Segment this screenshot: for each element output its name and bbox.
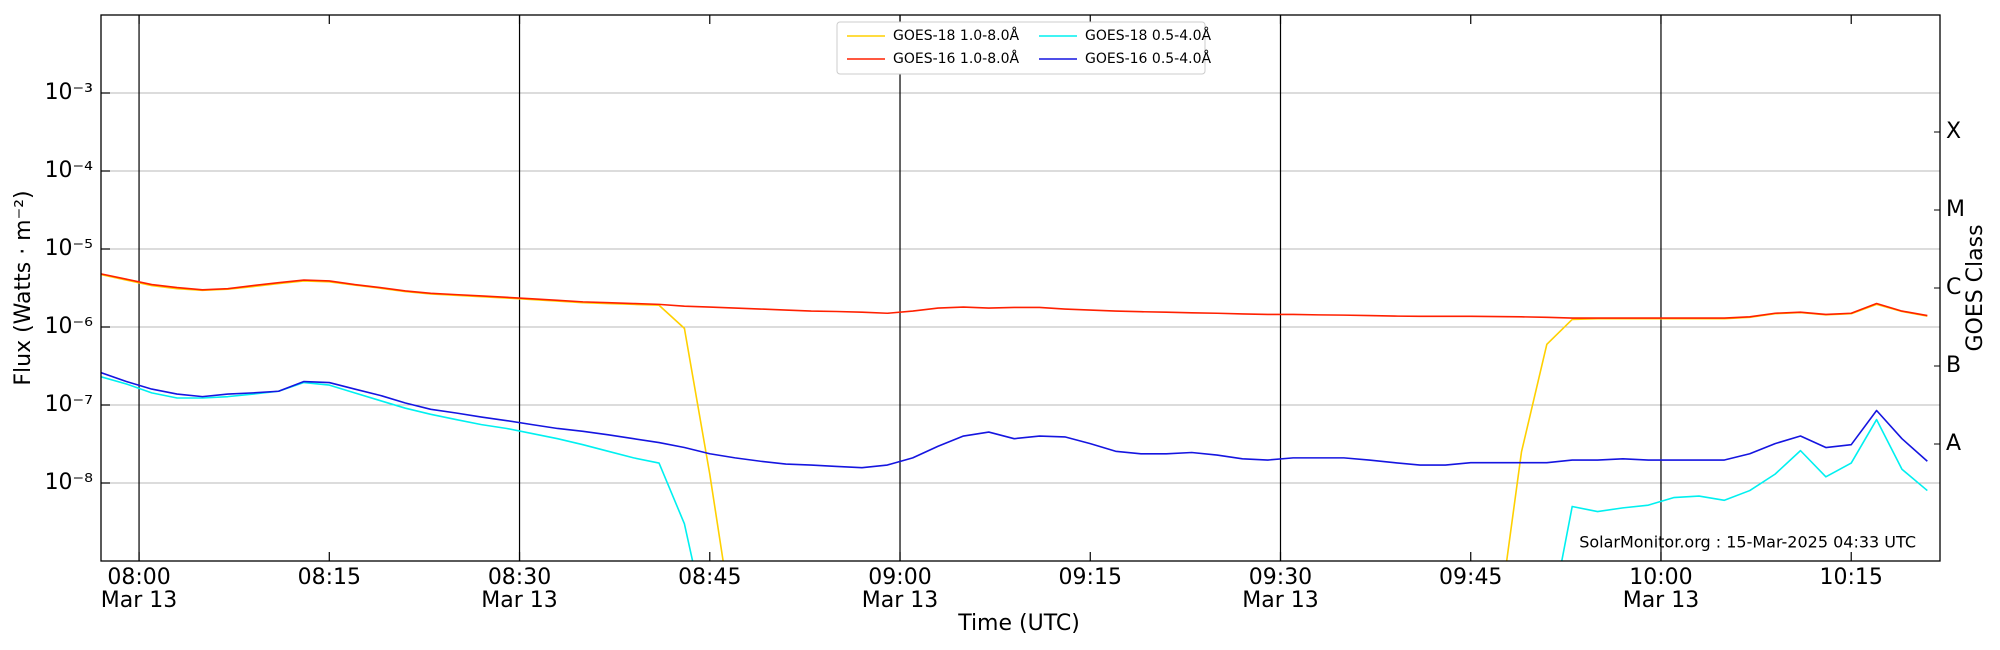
y-tick-label: 10⁻⁶ <box>45 314 94 339</box>
x-tick-label: 10:00 <box>1629 565 1692 590</box>
x-tick-label: Mar 13 <box>1623 588 1700 613</box>
legend-label: GOES-16 0.5-4.0Å <box>1085 50 1211 67</box>
legend-box <box>836 21 1206 75</box>
series-line <box>101 376 1928 561</box>
x-tick-label: 08:00 <box>107 565 170 590</box>
x-tick-label: Mar 13 <box>862 588 939 613</box>
x-tick-label: 10:15 <box>1820 565 1883 590</box>
x-tick-label: 09:45 <box>1439 565 1502 590</box>
y-tick-label: 10⁻⁷ <box>45 392 93 417</box>
x-axis-label: Time (UTC) <box>957 611 1080 636</box>
y2-tick-label: A <box>1946 431 1961 456</box>
legend-label: GOES-18 0.5-4.0Å <box>1085 27 1211 44</box>
y2-tick-label: M <box>1946 197 1965 222</box>
series-line <box>101 273 1928 319</box>
y-tick-label: 10⁻⁴ <box>45 158 94 183</box>
y-tick-label: 10⁻⁵ <box>45 236 93 261</box>
x-tick-label: 08:30 <box>488 565 551 590</box>
y-tick-label: 10⁻⁸ <box>45 470 94 495</box>
x-tick-label: Mar 13 <box>1242 588 1319 613</box>
legend-label: GOES-18 1.0-8.0Å <box>893 27 1019 44</box>
y2-axis-label: GOES Class <box>1963 224 1988 351</box>
x-tick-label: 08:45 <box>678 565 741 590</box>
y-tick-label: 10⁻³ <box>45 80 93 105</box>
y-axis-label: Flux (Watts · m⁻²) <box>11 190 36 385</box>
x-tick-label: 08:15 <box>298 565 361 590</box>
x-tick-label: 09:30 <box>1249 565 1312 590</box>
y2-tick-label: B <box>1946 353 1961 378</box>
annotation: SolarMonitor.org : 15-Mar-2025 04:33 UTC <box>1579 533 1916 552</box>
plot-lines <box>101 273 1928 561</box>
grid <box>101 15 1940 561</box>
series-line <box>101 371 1928 469</box>
x-tick-label: Mar 13 <box>101 588 178 613</box>
x-tick-label: 09:00 <box>868 565 931 590</box>
y2-tick-label: C <box>1946 275 1961 300</box>
y2-tick-label: X <box>1946 119 1961 144</box>
legend-label: GOES-16 1.0-8.0Å <box>893 50 1019 67</box>
x-tick-label: Mar 13 <box>481 588 558 613</box>
x-tick-label: 09:15 <box>1059 565 1122 590</box>
legend: GOES-18 1.0-8.0Å GOES-16 1.0-8.0Å GOES-18 … <box>836 21 1211 75</box>
